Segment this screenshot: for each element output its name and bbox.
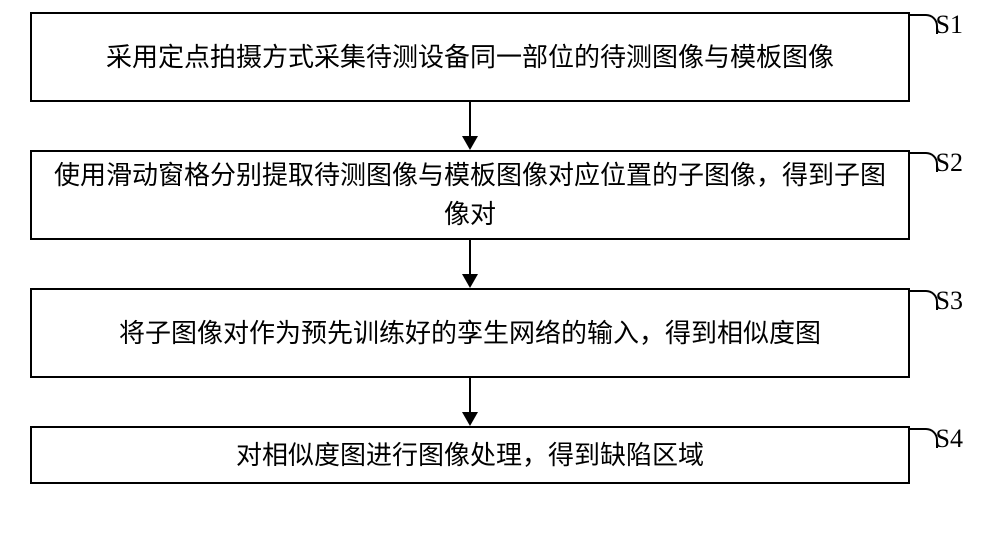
label-connector [908, 290, 938, 310]
step-label-s1: S1 [936, 10, 963, 40]
arrow-line [469, 102, 471, 138]
label-connector [908, 14, 938, 34]
arrow-head [462, 412, 478, 426]
step-label-s2: S2 [936, 148, 963, 178]
arrow-line [469, 378, 471, 414]
step-box-s1: S1 采用定点拍摄方式采集待测设备同一部位的待测图像与模板图像 [30, 12, 910, 102]
arrow-s1-s2 [30, 102, 910, 150]
arrow-s3-s4 [30, 378, 910, 426]
step-label-s3: S3 [936, 286, 963, 316]
step-text-s3: 将子图像对作为预先训练好的孪生网络的输入，得到相似度图 [119, 314, 821, 353]
step-text-s4: 对相似度图进行图像处理，得到缺陷区域 [236, 436, 704, 475]
step-text-s2: 使用滑动窗格分别提取待测图像与模板图像对应位置的子图像，得到子图像对 [52, 156, 888, 234]
arrow-head [462, 274, 478, 288]
arrow-line [469, 240, 471, 276]
step-box-s3: S3 将子图像对作为预先训练好的孪生网络的输入，得到相似度图 [30, 288, 910, 378]
label-connector [908, 428, 938, 448]
flowchart-container: S1 采用定点拍摄方式采集待测设备同一部位的待测图像与模板图像 S2 使用滑动窗… [30, 12, 970, 484]
arrow-head [462, 136, 478, 150]
step-text-s1: 采用定点拍摄方式采集待测设备同一部位的待测图像与模板图像 [106, 38, 834, 77]
arrow-s2-s3 [30, 240, 910, 288]
label-connector [908, 152, 938, 172]
step-label-s4: S4 [936, 424, 963, 454]
step-box-s2: S2 使用滑动窗格分别提取待测图像与模板图像对应位置的子图像，得到子图像对 [30, 150, 910, 240]
step-box-s4: S4 对相似度图进行图像处理，得到缺陷区域 [30, 426, 910, 484]
